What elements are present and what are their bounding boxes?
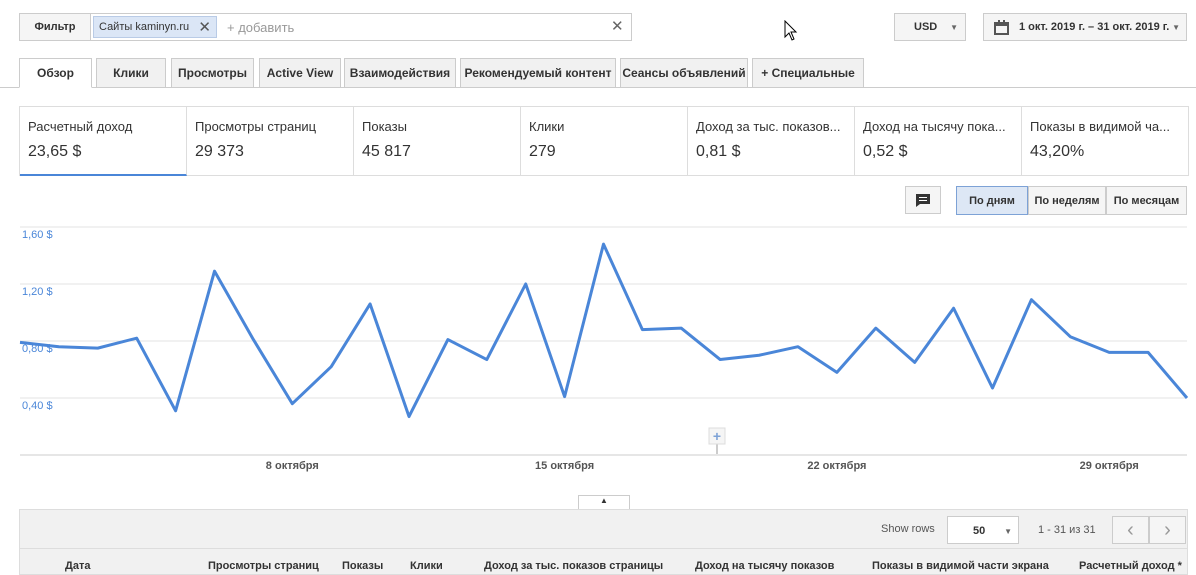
- y-tick-label: 0,40 $: [22, 400, 53, 412]
- column-header[interactable]: Клики: [410, 560, 443, 572]
- column-header[interactable]: Доход на тысячу показов: [695, 560, 835, 572]
- metric-label: Просмотры страниц: [195, 119, 317, 134]
- column-header[interactable]: Дата: [65, 560, 91, 572]
- prev-page[interactable]: ‹: [1112, 516, 1149, 544]
- comment-button[interactable]: [905, 186, 941, 214]
- tab[interactable]: Взаимодействия: [344, 58, 456, 88]
- currency-text: USD: [914, 21, 938, 33]
- chart: 0,40 $0,80 $1,20 $1,60 $8 октября 15 октя…: [19, 226, 1189, 472]
- x-tick-label: 15 октября: [535, 460, 594, 472]
- metric-card[interactable]: Клики 279: [521, 107, 688, 176]
- rows-select[interactable]: 50 ▼: [947, 516, 1019, 544]
- granularity-button[interactable]: По месяцам: [1106, 186, 1187, 215]
- show-rows-label: Show rows: [881, 523, 935, 535]
- tab[interactable]: + Специальные: [752, 58, 864, 88]
- annotation-plus: +: [713, 428, 721, 444]
- metric-card[interactable]: Доход за тыс. показов... 0,81 $: [688, 107, 855, 176]
- metric-label: Расчетный доход: [28, 119, 133, 134]
- metrics-panel: [19, 106, 1189, 176]
- metric-card[interactable]: Показы 45 817: [354, 107, 521, 176]
- metric-card[interactable]: Доход на тысячу пока... 0,52 $: [855, 107, 1022, 176]
- granularity-button[interactable]: По неделям: [1028, 186, 1106, 215]
- column-header[interactable]: Доход за тыс. показов страницы: [484, 560, 664, 572]
- tab[interactable]: Клики: [96, 58, 166, 88]
- next-page[interactable]: ›: [1149, 516, 1186, 544]
- filter-add[interactable]: + добавить: [227, 20, 295, 35]
- line-series: [19, 242, 1189, 419]
- chip-remove[interactable]: ✕: [198, 19, 211, 36]
- cursor: [784, 20, 798, 41]
- filter-clear[interactable]: ✕: [611, 18, 624, 35]
- column-header[interactable]: Показы в видимой части экрана: [872, 560, 1049, 572]
- currency-select[interactable]: USD ▼: [894, 13, 966, 41]
- metric-label: Показы: [362, 119, 407, 134]
- chip-text: Сайты kaminyn.ru: [99, 21, 190, 33]
- metric-value: 29 373: [195, 143, 244, 160]
- column-header[interactable]: Просмотры страниц: [208, 560, 319, 572]
- calendar-icon: [994, 20, 1009, 35]
- metric-label: Клики: [529, 119, 565, 134]
- x-tick-label: 8 октября: [266, 460, 319, 472]
- metric-value: 45 817: [362, 143, 411, 160]
- metric-card[interactable]: Просмотры страниц 29 373: [187, 107, 354, 176]
- rows-value: 50: [973, 525, 986, 537]
- granularity-button[interactable]: По дням: [956, 186, 1028, 215]
- tab[interactable]: Сеансы объявлений: [620, 58, 748, 88]
- collapse-toggle[interactable]: ▲: [578, 495, 630, 510]
- tab[interactable]: Просмотры: [171, 58, 254, 88]
- tab[interactable]: Обзор: [19, 58, 92, 88]
- tab[interactable]: Active View: [259, 58, 341, 88]
- date-range[interactable]: 1 окт. 2019 г. – 31 окт. 2019 г. ▼: [983, 13, 1187, 41]
- table-divider: [19, 548, 1188, 549]
- column-header[interactable]: Расчетный доход *: [1079, 560, 1182, 572]
- metric-value: 43,20%: [1030, 143, 1085, 160]
- metric-card[interactable]: Расчетный доход 23,65 $: [20, 107, 187, 176]
- x-tick-label: 29 октября: [1080, 460, 1139, 472]
- y-tick-label: 1,60 $: [22, 229, 53, 241]
- pagination-text: 1 - 31 из 31: [1038, 524, 1096, 536]
- metric-value: 0,81 $: [696, 143, 741, 160]
- x-tick-label: 22 октября: [807, 460, 866, 472]
- tab[interactable]: Рекомендуемый контент: [460, 58, 616, 88]
- date-text: 1 окт. 2019 г. – 31 окт. 2019 г.: [1019, 21, 1170, 33]
- metric-value: 23,65 $: [28, 143, 82, 160]
- metric-label: Доход на тысячу пока...: [863, 119, 1006, 134]
- filter-chip[interactable]: Сайты kaminyn.ru ✕: [93, 16, 217, 38]
- metric-label: Показы в видимой ча...: [1030, 119, 1170, 134]
- metric-value: 279: [529, 143, 556, 160]
- metric-label: Доход за тыс. показов...: [696, 119, 841, 134]
- filter-button[interactable]: Фильтр: [19, 13, 91, 41]
- column-header[interactable]: Показы: [342, 560, 384, 572]
- metric-card[interactable]: Показы в видимой ча... 43,20%: [1022, 107, 1189, 176]
- annotation-marker: [708, 427, 726, 445]
- metric-value: 0,52 $: [863, 143, 908, 160]
- y-tick-label: 1,20 $: [22, 286, 53, 298]
